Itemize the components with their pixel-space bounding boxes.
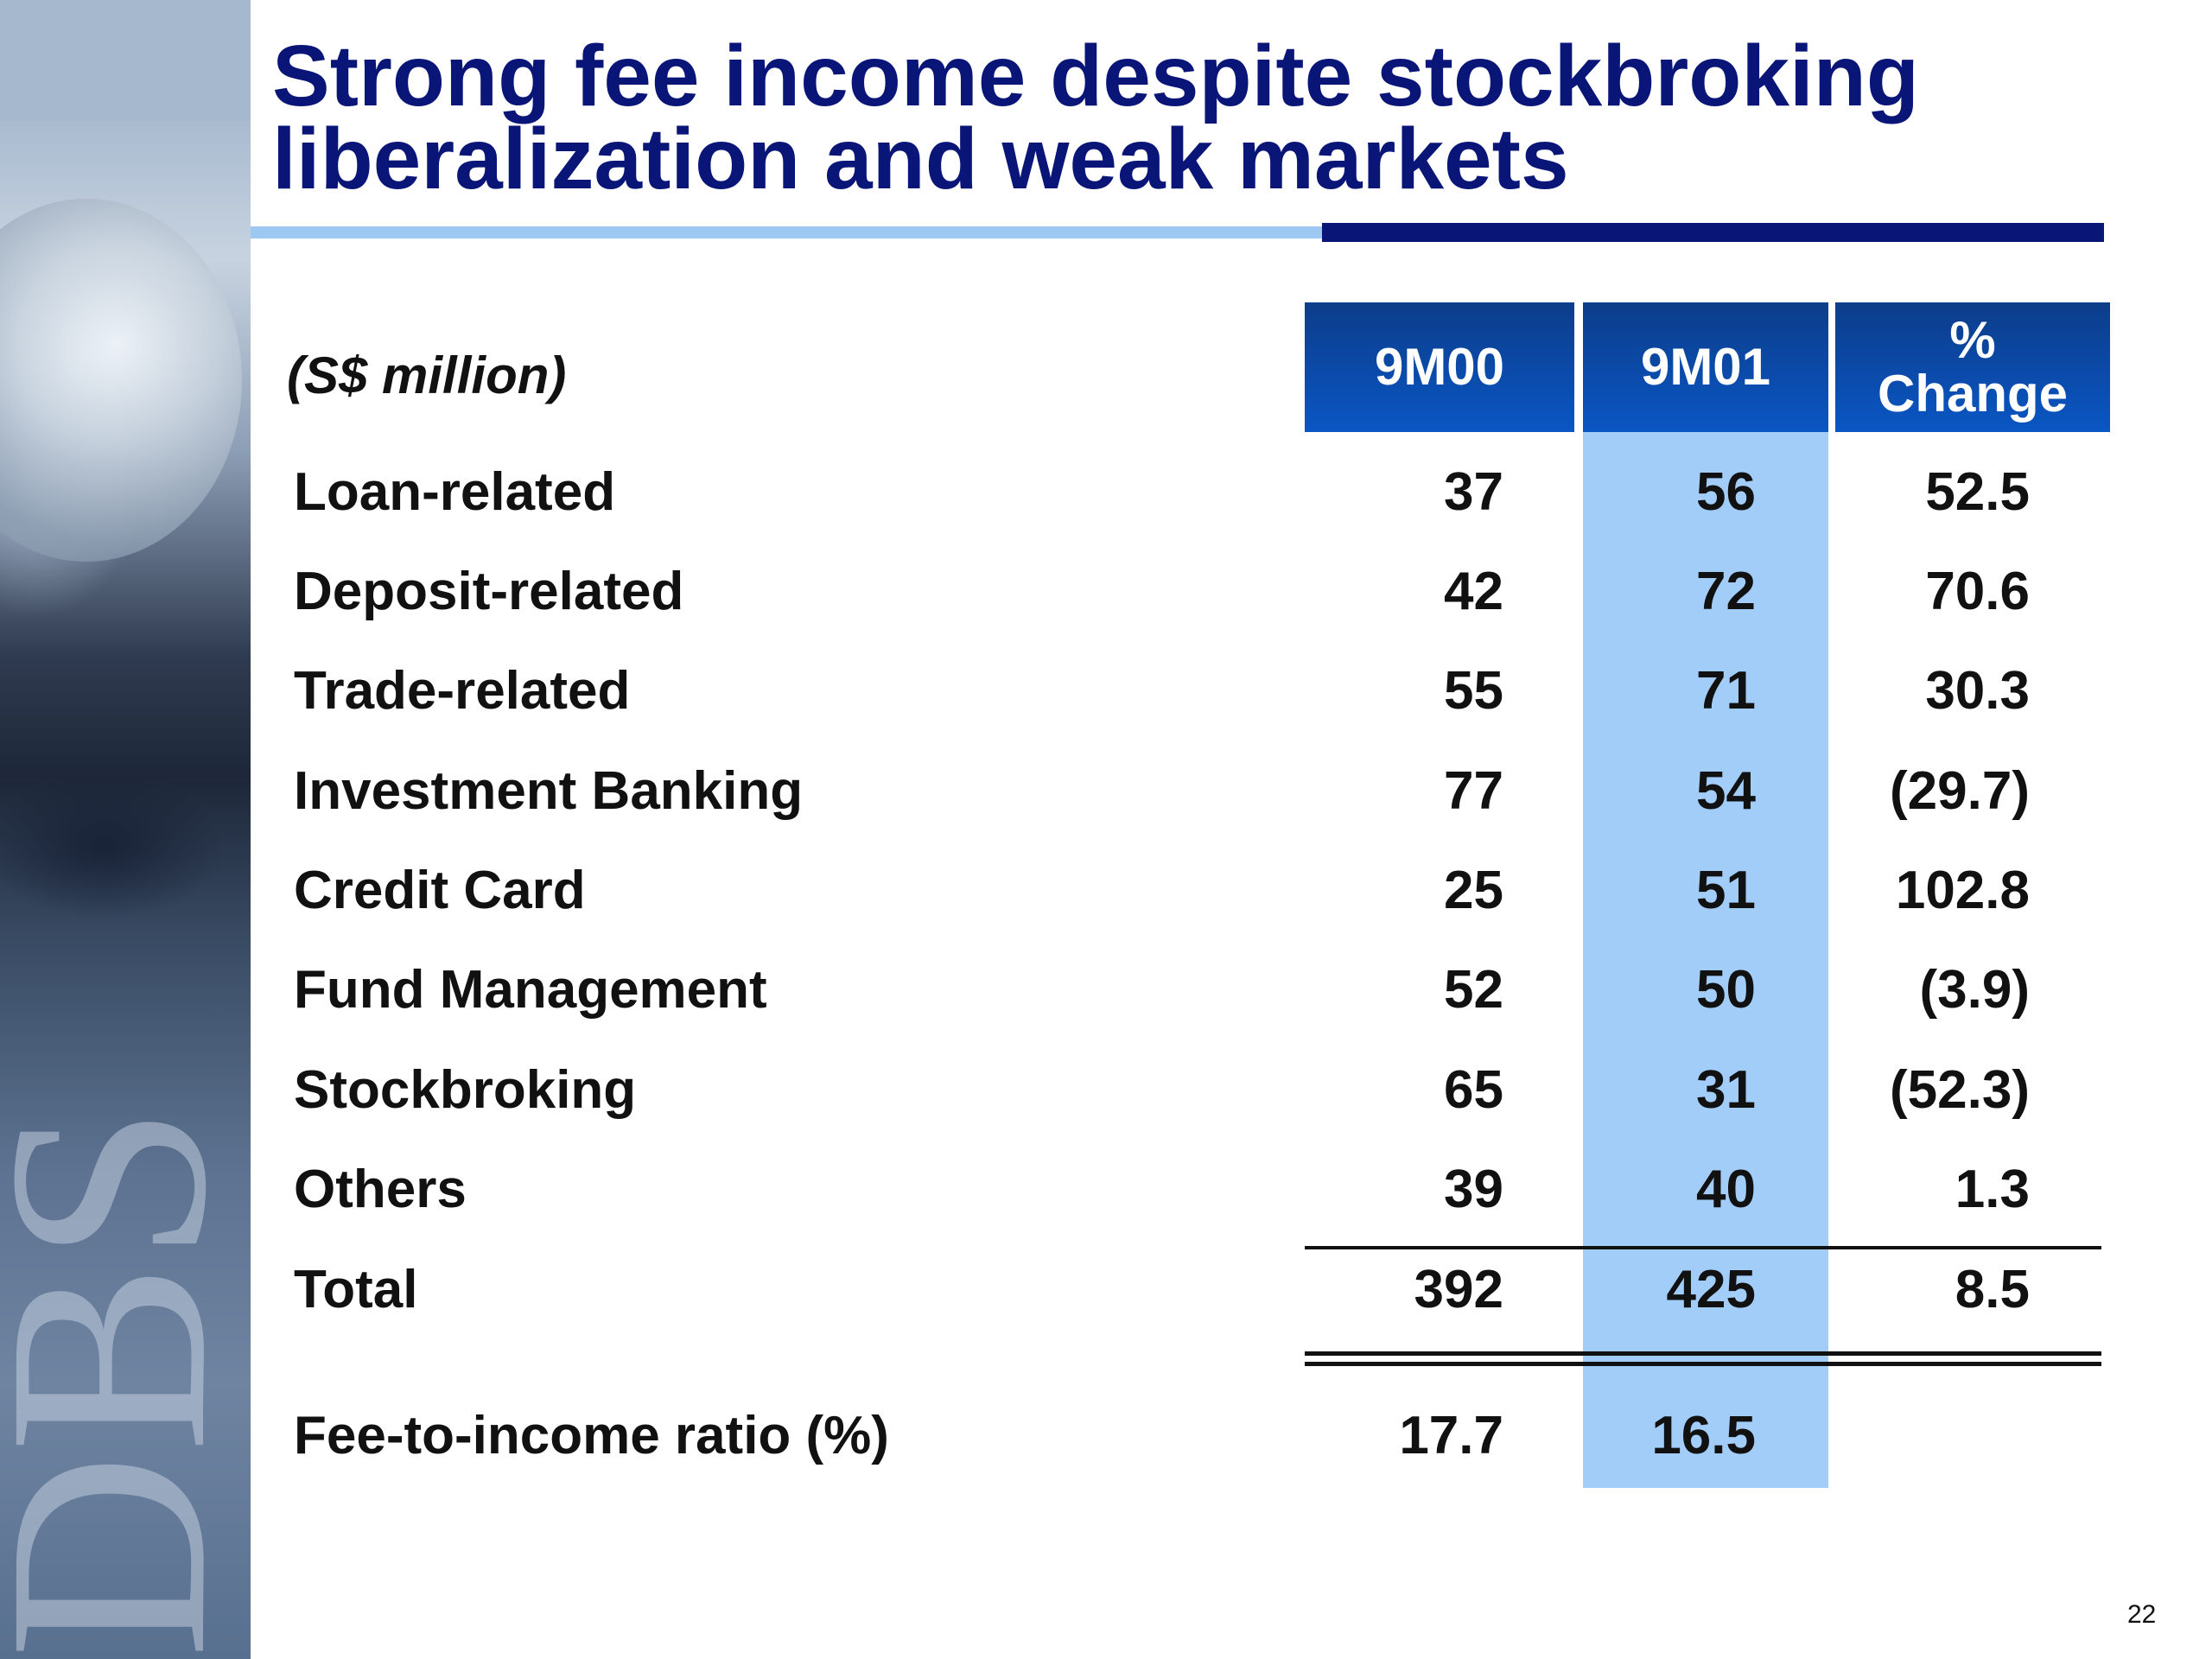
total-double-rule-bottom (1305, 1362, 2101, 1366)
row-9m00-value: 25 (1444, 861, 1503, 920)
row-9m00-value: 55 (1444, 661, 1503, 721)
row-change-value: 102.8 (1895, 861, 2030, 920)
row-change-value: (52.3) (1890, 1060, 2030, 1120)
header-change-line-2: Change (1877, 365, 2069, 423)
dbs-logo-watermark: DBS (0, 1104, 251, 1659)
coin-image (0, 199, 242, 562)
title-rule-light (251, 226, 1322, 238)
row-9m01-value: 40 (1696, 1160, 1756, 1219)
header-9m01: 9M01 (1583, 302, 1828, 432)
row-label: Fund Management (294, 960, 767, 1020)
row-label: Credit Card (294, 861, 586, 920)
header-percent-change: % Change (1835, 302, 2110, 432)
row-label: Loan-related (294, 462, 616, 522)
title-line-1: Strong fee income despite stockbroking (272, 28, 1919, 124)
row-9m01-value: 72 (1696, 562, 1756, 621)
row-9m00-value: 37 (1444, 462, 1503, 522)
row-9m00-value: 77 (1444, 761, 1503, 821)
row-9m01-value: 51 (1696, 861, 1756, 920)
row-change-value: 1.3 (1955, 1160, 2030, 1219)
row-label: Trade-related (294, 661, 631, 721)
title-rule-dark (1322, 223, 2104, 242)
row-label: Deposit-related (294, 562, 684, 621)
row-9m01-value: 31 (1696, 1060, 1756, 1120)
total-9m01-value: 425 (1666, 1260, 1756, 1319)
total-change-value: 8.5 (1955, 1260, 2030, 1319)
unit-label: (S$ million) (287, 346, 567, 404)
row-change-value: (3.9) (1919, 960, 2030, 1020)
ratio-label: Fee-to-income ratio (%) (294, 1406, 889, 1465)
total-9m00-value: 392 (1414, 1260, 1503, 1319)
slide-title: Strong fee income despite stockbroking l… (272, 28, 2173, 207)
side-strip-top-tile (0, 0, 251, 121)
page-number: 22 (2127, 1600, 2157, 1629)
side-photo-strip: DBS (0, 0, 251, 1659)
header-change-line-1: % (1949, 311, 1996, 369)
9m01-column-highlight (1583, 302, 1828, 1488)
subtotal-rule (1305, 1246, 2101, 1249)
title-line-2: liberalization and weak markets (272, 111, 1569, 207)
row-change-value: 30.3 (1925, 661, 2030, 721)
row-change-value: 52.5 (1925, 462, 2030, 522)
row-9m00-value: 52 (1444, 960, 1503, 1020)
row-9m00-value: 39 (1444, 1160, 1503, 1219)
row-label: Stockbroking (294, 1060, 637, 1120)
ratio-9m00-value: 17.7 (1399, 1406, 1503, 1465)
row-9m00-value: 65 (1444, 1060, 1503, 1120)
ratio-9m01-value: 16.5 (1651, 1406, 1756, 1465)
header-9m00: 9M00 (1305, 302, 1574, 432)
total-double-rule-top (1305, 1351, 2101, 1356)
row-9m00-value: 42 (1444, 562, 1503, 621)
row-9m01-value: 54 (1696, 761, 1756, 821)
row-9m01-value: 56 (1696, 462, 1756, 522)
row-label: Investment Banking (294, 761, 804, 821)
row-label: Others (294, 1160, 467, 1219)
row-change-value: (29.7) (1890, 761, 2030, 821)
total-label: Total (294, 1260, 418, 1319)
row-9m01-value: 50 (1696, 960, 1756, 1020)
row-change-value: 70.6 (1925, 562, 2030, 621)
row-9m01-value: 71 (1696, 661, 1756, 721)
